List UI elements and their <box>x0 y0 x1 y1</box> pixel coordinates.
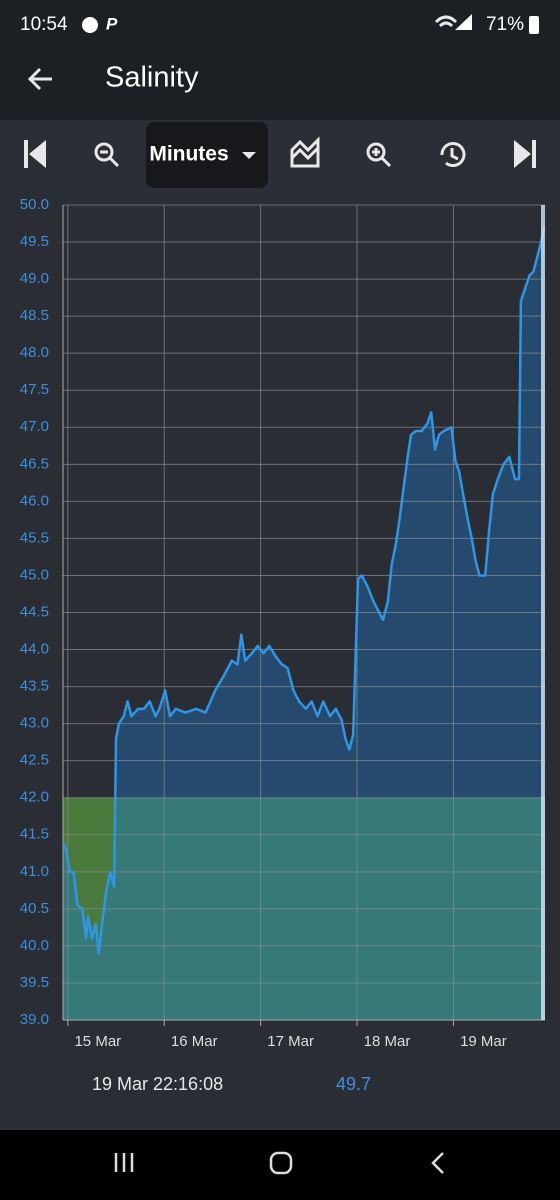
back-button[interactable] <box>27 67 52 91</box>
battery-text: 71% <box>486 14 524 35</box>
y-tick-label: 40.0 <box>20 937 49 954</box>
app-icon: P <box>106 14 118 33</box>
salinity-line <box>61 226 546 955</box>
range-label: Minutes <box>149 143 228 166</box>
range-dropdown[interactable] <box>146 122 268 188</box>
x-tick-label: 18 Mar <box>364 1033 411 1050</box>
y-tick-label: 50.0 <box>20 196 49 213</box>
signal-icon <box>455 14 472 30</box>
y-tick-label: 41.0 <box>20 863 49 880</box>
y-tick-label: 45.0 <box>20 566 49 583</box>
y-tick-label: 46.5 <box>20 455 49 472</box>
nav-bar <box>0 1130 560 1200</box>
chart-type-button[interactable] <box>290 136 320 168</box>
y-tick-label: 49.5 <box>20 233 49 250</box>
y-tick-label: 43.0 <box>20 715 49 732</box>
first-button[interactable] <box>24 140 46 168</box>
y-tick-label: 40.5 <box>20 900 49 917</box>
y-tick-label: 42.0 <box>20 789 49 806</box>
y-tick-label: 45.5 <box>20 529 49 546</box>
chart: 39.0 39.5 40.0 40.5 41.0 41.5 42.0 42.5 43.0 43.5… <box>20 196 546 1050</box>
y-tick-label: 49.0 <box>20 270 49 287</box>
y-tick-label: 44.5 <box>20 603 49 620</box>
home-button[interactable] <box>269 1151 293 1175</box>
y-tick-label: 44.0 <box>20 641 49 658</box>
y-tick-label: 41.5 <box>20 826 49 843</box>
x-tick-label: 16 Mar <box>171 1033 218 1050</box>
recents-button[interactable] <box>114 1153 134 1172</box>
last-button[interactable] <box>514 140 536 168</box>
wifi-icon <box>434 15 458 28</box>
y-tick-label: 47.5 <box>20 381 49 398</box>
y-tick-label: 48.5 <box>20 307 49 324</box>
y-tick-label: 46.0 <box>20 492 49 509</box>
x-tick-label: 15 Mar <box>74 1033 121 1050</box>
dropdown-arrow <box>242 152 256 159</box>
system-back-button[interactable] <box>431 1152 444 1174</box>
cursor-line <box>541 205 545 1020</box>
y-tick-label: 39.5 <box>20 974 49 991</box>
cursor-value: 49.7 <box>336 1074 371 1094</box>
y-tick-label: 48.0 <box>20 344 49 361</box>
y-tick-label: 42.5 <box>20 752 49 769</box>
toolbar <box>0 120 560 192</box>
battery-icon <box>529 16 539 34</box>
clock: 10:54 <box>20 14 68 35</box>
x-tick-label: 17 Mar <box>267 1033 314 1050</box>
y-tick-label: 39.0 <box>20 1011 49 1028</box>
y-tick-label: 47.0 <box>20 418 49 435</box>
cursor-timestamp: 19 Mar 22:16:08 <box>92 1074 223 1094</box>
area-above <box>63 227 545 798</box>
history-button[interactable] <box>440 142 466 167</box>
app-header <box>0 0 560 120</box>
screen-title: Salinity <box>105 62 199 94</box>
zoom-in-button[interactable] <box>366 142 392 168</box>
zoom-out-button[interactable] <box>94 142 120 168</box>
y-tick-label: 43.5 <box>20 678 49 695</box>
x-tick-label: 19 Mar <box>460 1033 507 1050</box>
dnd-icon <box>82 17 98 33</box>
